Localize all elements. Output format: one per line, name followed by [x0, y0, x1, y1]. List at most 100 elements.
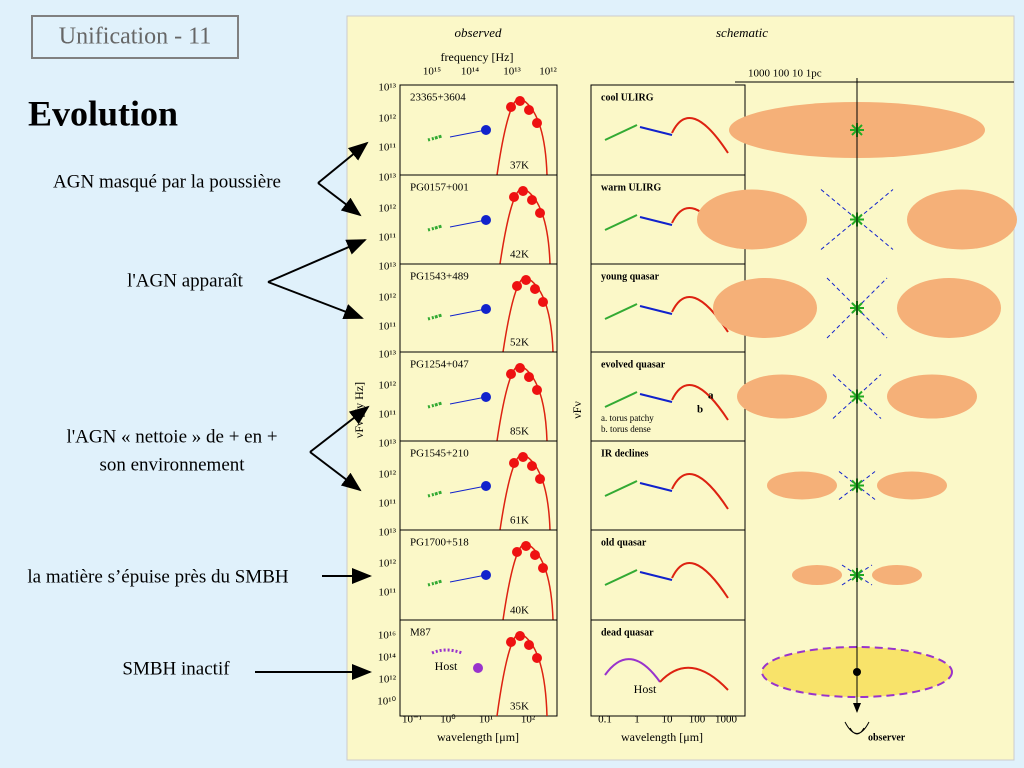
note-text: son environnement: [99, 454, 245, 475]
red-point: [530, 284, 540, 294]
y-tick-label: 10¹²: [378, 380, 396, 392]
red-point: [527, 461, 537, 471]
blue-line: [449, 219, 487, 228]
slide-tag: Unification - 11: [59, 24, 211, 50]
y-tick-label: 10¹¹: [378, 498, 396, 510]
dust-cloud: [877, 471, 947, 500]
y-tick-label: 10¹⁰: [377, 696, 396, 708]
x-tick-label: 10²: [521, 714, 536, 726]
y-tick-label: 10¹¹: [378, 587, 396, 599]
x-tick-label: 10: [662, 714, 674, 726]
red-point: [524, 105, 534, 115]
y-tick-label: 10¹²: [378, 292, 396, 304]
dust-cloud: [897, 278, 1001, 338]
red-point: [532, 653, 542, 663]
axis-label: wavelength [μm]: [621, 730, 703, 744]
slide-title: Evolution: [28, 93, 178, 133]
temperature: 85K: [510, 426, 529, 438]
red-point: [515, 96, 525, 106]
stage-label: evolved quasar: [601, 359, 666, 370]
axis-label: frequency [Hz]: [441, 50, 514, 64]
note-arrow: [309, 451, 362, 492]
stage-label: cool ULIRG: [601, 92, 654, 103]
host-point: [473, 663, 483, 673]
blue-line: [449, 129, 487, 138]
schematic-red: [671, 116, 729, 154]
green-points: [427, 490, 443, 498]
x-tick-label: 0.1: [598, 714, 612, 726]
stage-label: dead quasar: [601, 627, 654, 638]
temperature: 40K: [510, 605, 529, 617]
stage-label: young quasar: [601, 271, 660, 282]
y-tick-label: 10¹³: [378, 261, 396, 273]
axis-label: wavelength [μm]: [437, 730, 519, 744]
dust-cloud: [792, 565, 842, 585]
red-point: [524, 372, 534, 382]
object-name: PG1543+489: [410, 271, 469, 283]
schematic-red: [659, 666, 729, 691]
green-points: [427, 313, 443, 321]
red-point: [532, 385, 542, 395]
green-points: [427, 224, 443, 232]
curve-label: a: [708, 390, 714, 402]
column-title: observed: [455, 25, 502, 40]
y-tick-label: 10¹²: [378, 469, 396, 481]
schematic-green: [604, 214, 638, 231]
axis-label: νFν: [570, 401, 584, 419]
x-tick-label: 100: [689, 714, 706, 726]
y-tick-label: 10¹¹: [378, 142, 396, 154]
note-text: l'AGN « nettoie » de + en +: [66, 426, 277, 447]
tag-box: [31, 15, 239, 59]
dust-cloud: [737, 374, 827, 419]
red-point: [506, 369, 516, 379]
temperature: 37K: [510, 160, 529, 172]
red-point: [512, 547, 522, 557]
object-name: PG0157+001: [410, 182, 469, 194]
schematic-blue: [639, 482, 673, 492]
temperature: 61K: [510, 515, 529, 527]
host-points: [431, 648, 463, 655]
temperature: 52K: [510, 337, 529, 349]
blue-line: [449, 396, 487, 405]
red-point: [521, 275, 531, 285]
scale-label: 1000 100 10 1pc: [748, 68, 822, 80]
schematic-green: [604, 303, 638, 320]
red-point: [535, 208, 545, 218]
red-point: [532, 118, 542, 128]
host-label: Host: [634, 682, 657, 696]
schematic-red: [671, 561, 729, 599]
red-point: [530, 550, 540, 560]
schematic-red: [671, 472, 729, 510]
green-points: [427, 401, 443, 409]
y-tick-label: 10¹¹: [378, 409, 396, 421]
schematic-green: [604, 569, 638, 586]
x-tick-label: 1000: [715, 714, 738, 726]
schematic-blue: [639, 393, 673, 403]
object-name: M87: [410, 627, 431, 639]
y-tick-label: 10¹⁴: [378, 652, 396, 664]
schematic-red: [671, 383, 729, 421]
y-tick-label: 10¹²: [378, 203, 396, 215]
red-point: [518, 186, 528, 196]
dust-cloud: [713, 278, 817, 338]
schematic-blue: [639, 571, 673, 581]
frequency-tick-label: 10¹³: [503, 66, 521, 78]
host-label: Host: [435, 659, 458, 673]
dust-cloud: [697, 189, 807, 250]
red-point: [515, 631, 525, 641]
red-point: [524, 640, 534, 650]
object-name: PG1545+210: [410, 448, 469, 460]
dust-cloud: [907, 189, 1017, 250]
y-tick-label: 10¹⁶: [378, 630, 396, 642]
object-name: PG1700+518: [410, 537, 469, 549]
x-tick-label: 10⁰: [440, 714, 456, 726]
note-text: SMBH inactif: [122, 658, 230, 679]
red-point: [527, 195, 537, 205]
column-title: schematic: [716, 25, 768, 40]
schematic-green: [604, 480, 638, 497]
observer-eye: [844, 721, 870, 735]
schematic-blue: [639, 216, 673, 226]
y-tick-label: 10¹³: [378, 438, 396, 450]
figure: observed schematic frequency [Hz]10¹⁵ 10¹⁴ 1…: [352, 25, 1017, 744]
